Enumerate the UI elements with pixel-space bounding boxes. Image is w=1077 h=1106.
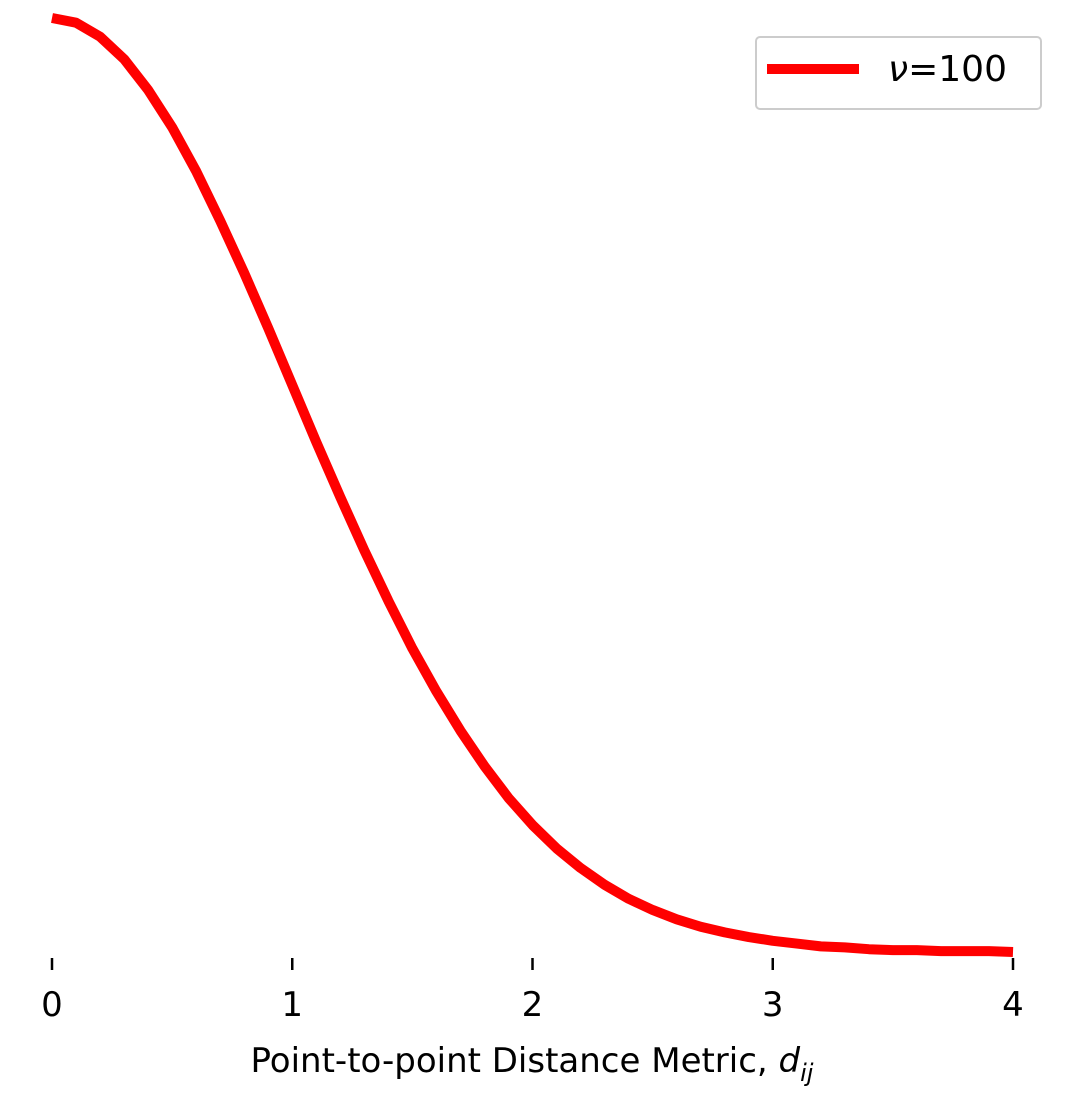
x-tick-label: 4 [1002, 985, 1024, 1025]
x-axis-label-math-base: d [779, 1041, 801, 1081]
series-line [51, 13, 1014, 957]
plot-area [51, 13, 1014, 957]
legend-frame [755, 36, 1042, 110]
legend: ν=100 [755, 36, 1042, 110]
x-tick-label: 1 [281, 985, 303, 1025]
x-tick-label: 2 [522, 985, 544, 1025]
x-axis-label-math-sub: ij [800, 1059, 814, 1087]
legend-entry-label: ν=100 [888, 49, 1007, 90]
legend-entry-symbol: ν [888, 49, 908, 90]
x-axis-label-text: Point-to-point Distance Metric, [251, 1041, 779, 1081]
x-tick-label: 0 [41, 985, 63, 1025]
x-tick-label: 3 [762, 985, 784, 1025]
x-axis-label: Point-to-point Distance Metric, dij [251, 1041, 814, 1087]
x-axis: 0 1 2 3 4 [41, 958, 1024, 1025]
legend-entry-value: =100 [908, 49, 1007, 90]
